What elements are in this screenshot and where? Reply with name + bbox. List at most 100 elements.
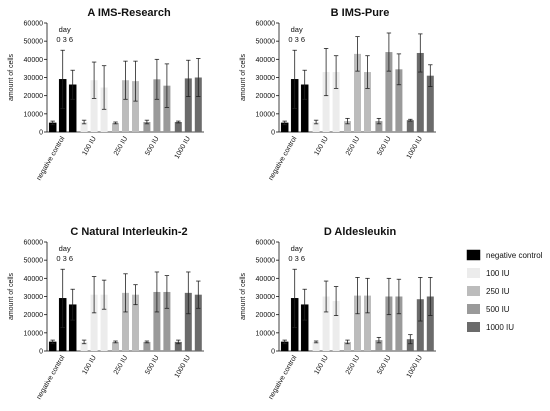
y-tick-label: 0 <box>39 349 43 356</box>
bar <box>100 294 108 351</box>
legend-swatch <box>467 286 480 296</box>
y-tick-label: 40000 <box>256 276 276 283</box>
y-tick-label: 40000 <box>24 276 44 283</box>
bar <box>153 291 161 351</box>
bar <box>385 296 393 351</box>
bar <box>426 296 434 351</box>
y-tick-label: 10000 <box>24 111 44 118</box>
x-tick-label: 1000 IU <box>174 355 192 380</box>
day-values: 0 3 6 <box>288 254 305 263</box>
bar <box>153 79 161 132</box>
y-tick-label: 20000 <box>256 93 276 100</box>
day-label: day <box>291 244 303 253</box>
x-tick-label: 1000 IU <box>174 136 192 161</box>
y-tick-label: 10000 <box>256 330 276 337</box>
bar <box>322 296 330 351</box>
bar <box>354 53 361 133</box>
chart-panel-d: D Aldesleukin 0 10000 20000 30000 40000 50000 6… <box>240 226 436 401</box>
y-tick-label: 30000 <box>24 294 44 301</box>
x-tick-label: 250 IU <box>113 136 129 157</box>
bar <box>312 122 320 132</box>
y-tick-label: 0 <box>271 130 275 137</box>
x-tick-label: 500 IU <box>144 136 160 157</box>
x-tick-label: 500 IU <box>376 355 392 376</box>
bar <box>184 78 192 132</box>
y-tick-label: 60000 <box>256 240 276 247</box>
y-tick-label: 60000 <box>256 21 276 28</box>
x-tick-label: 1000 IU <box>406 136 424 161</box>
bar <box>364 295 371 351</box>
y-tick-label: 50000 <box>24 258 44 265</box>
y-tick-label: 0 <box>39 130 43 137</box>
legend-label: 1000 IU <box>486 323 514 332</box>
x-tick-label: 500 IU <box>376 136 392 157</box>
legend-swatch <box>467 322 480 332</box>
bar <box>194 77 202 132</box>
bar <box>174 341 182 351</box>
day-label: day <box>59 25 71 34</box>
y-tick-label: 10000 <box>256 111 276 118</box>
legend-label: negative control <box>486 251 543 260</box>
y-tick-label: 50000 <box>256 258 276 265</box>
bar <box>194 294 202 351</box>
bar <box>174 122 182 132</box>
y-tick-label: 0 <box>271 349 275 356</box>
chart-panel-b: B IMS-Pure 0 10000 20000 30000 40000 50000 6000… <box>240 7 436 182</box>
panel-title: B IMS-Pure <box>331 7 390 19</box>
bar <box>364 72 371 132</box>
x-tick-label: 100 IU <box>313 136 329 157</box>
x-tick-label: negative control <box>36 354 67 401</box>
y-tick-label: 40000 <box>24 57 44 64</box>
y-tick-label: 50000 <box>256 39 276 46</box>
y-axis-label: amount of cells <box>240 53 247 101</box>
y-axis-label: amount of cells <box>8 53 15 101</box>
bar <box>332 72 340 132</box>
bar <box>416 52 424 132</box>
bar <box>416 299 424 351</box>
chart-panel-a: A IMS-Research 0 10000 20000 30000 40000 50000… <box>8 7 204 182</box>
bar <box>132 294 139 351</box>
y-axis-label: amount of cells <box>8 272 15 320</box>
y-tick-label: 30000 <box>256 75 276 82</box>
day-values: 0 3 6 <box>288 35 305 44</box>
y-tick-label: 40000 <box>256 57 276 64</box>
day-label: day <box>59 244 71 253</box>
y-tick-label: 10000 <box>24 330 44 337</box>
bar <box>132 81 139 132</box>
bar <box>426 75 434 132</box>
bar <box>112 341 119 351</box>
x-tick-label: 100 IU <box>313 355 329 376</box>
x-tick-label: 500 IU <box>144 355 160 376</box>
legend-label: 250 IU <box>486 287 510 296</box>
y-tick-label: 60000 <box>24 21 44 28</box>
x-tick-label: 250 IU <box>345 136 361 157</box>
bar <box>322 72 330 132</box>
x-tick-label: 1000 IU <box>406 355 424 380</box>
bar <box>406 339 414 351</box>
legend-swatch <box>467 268 480 278</box>
day-values: 0 3 6 <box>56 35 73 44</box>
y-tick-label: 20000 <box>24 312 44 319</box>
legend-label: 500 IU <box>486 305 510 314</box>
bar <box>344 121 351 132</box>
bar <box>312 341 320 351</box>
y-tick-label: 30000 <box>256 294 276 301</box>
y-tick-label: 20000 <box>256 312 276 319</box>
bar <box>90 80 98 132</box>
legend: negative control 100 IU 250 IU 500 IU 1000 I… <box>466 249 543 332</box>
bar <box>80 341 88 351</box>
day-label: day <box>291 25 303 34</box>
bar <box>385 52 393 132</box>
legend-swatch <box>466 249 481 261</box>
x-tick-label: negative control <box>268 354 299 401</box>
y-tick-label: 20000 <box>24 93 44 100</box>
bar <box>344 341 351 351</box>
day-values: 0 3 6 <box>56 254 73 263</box>
legend-label: 100 IU <box>486 269 510 278</box>
bar <box>100 87 108 132</box>
x-tick-label: negative control <box>268 135 299 182</box>
x-tick-label: 250 IU <box>113 355 129 376</box>
bar <box>112 122 119 132</box>
bar <box>122 80 129 132</box>
